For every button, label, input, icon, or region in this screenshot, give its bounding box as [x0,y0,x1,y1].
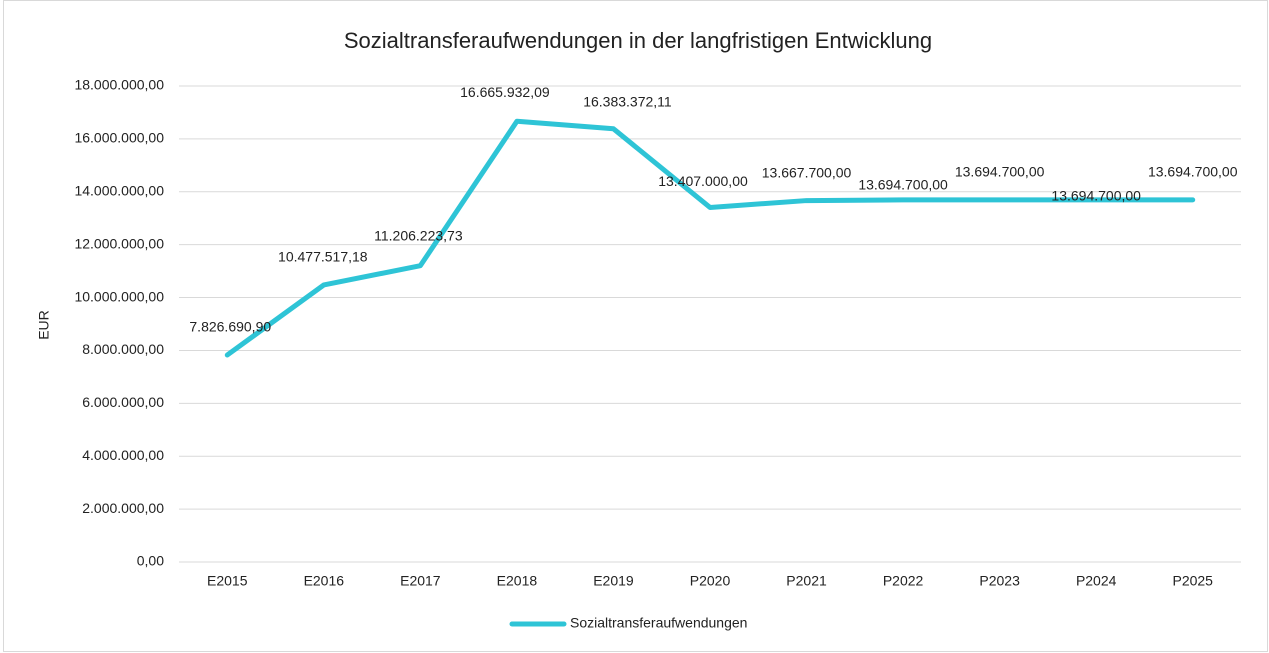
y-tick-label: 8.000.000,00 [82,341,164,357]
x-tick-label: E2018 [497,573,538,589]
chart-frame [3,0,1268,652]
data-label: 13.667.700,00 [762,164,852,180]
y-tick-label: 12.000.000,00 [74,235,164,251]
x-tick-label: E2015 [207,573,248,589]
chart-title: Sozialtransferaufwendungen in der langfr… [344,28,932,53]
y-tick-label: 14.000.000,00 [74,182,164,198]
y-tick-label: 10.000.000,00 [74,288,164,304]
x-tick-label: E2017 [400,573,441,589]
data-label: 13.694.700,00 [1148,164,1238,180]
y-tick-label: 2.000.000,00 [82,500,164,516]
data-label: 7.826.690,90 [189,319,271,335]
x-tick-label: P2024 [1076,573,1117,589]
data-line [224,118,1196,358]
data-label: 16.665.932,09 [460,84,550,100]
y-tick-label: 6.000.000,00 [82,394,164,410]
legend-label: Sozialtransferaufwendungen [570,615,747,631]
x-tick-label: P2023 [979,573,1020,589]
data-label: 13.694.700,00 [1051,188,1141,204]
y-tick-label: 0,00 [137,553,164,569]
x-tick-label: P2022 [883,573,924,589]
x-tick-label: P2025 [1172,573,1213,589]
y-tick-label: 18.000.000,00 [74,77,164,93]
y-axis-label: EUR [36,310,52,340]
x-tick-label: P2020 [690,573,731,589]
x-tick-label: E2019 [593,573,634,589]
data-label: 10.477.517,18 [278,249,368,265]
data-label: 11.206.223,73 [374,227,463,243]
y-tick-label: 4.000.000,00 [82,447,164,463]
y-tick-label: 16.000.000,00 [74,130,164,146]
x-tick-label: E2016 [304,573,345,589]
data-label: 16.383.372,11 [583,93,672,109]
x-tick-label: P2021 [786,573,827,589]
data-label: 13.694.700,00 [955,164,1045,180]
data-label: 13.407.000,00 [658,173,748,189]
data-label: 13.694.700,00 [858,177,948,193]
